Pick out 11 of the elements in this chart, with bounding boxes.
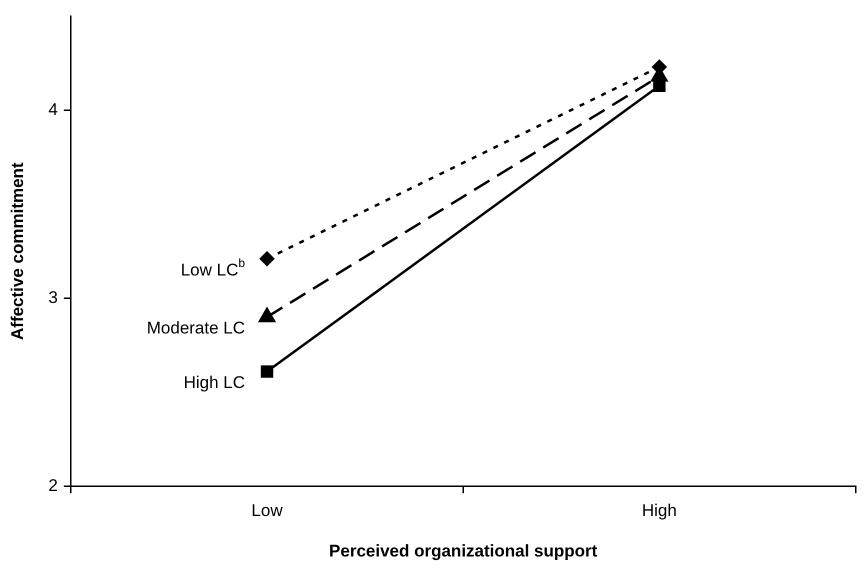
x-tick-label: High [642, 501, 677, 520]
y-axis-title: Affective commitment [8, 162, 27, 340]
x-tick-label: Low [251, 501, 284, 520]
x-axis-title: Perceived organizational support [329, 541, 598, 560]
y-tick-label: 4 [48, 100, 58, 119]
y-tick-label: 2 [48, 476, 58, 495]
point [260, 251, 274, 266]
y-tick-label: 3 [48, 288, 58, 307]
point [260, 365, 274, 378]
series-label: Moderate LC [146, 318, 246, 338]
series-label: High LC [184, 373, 246, 392]
